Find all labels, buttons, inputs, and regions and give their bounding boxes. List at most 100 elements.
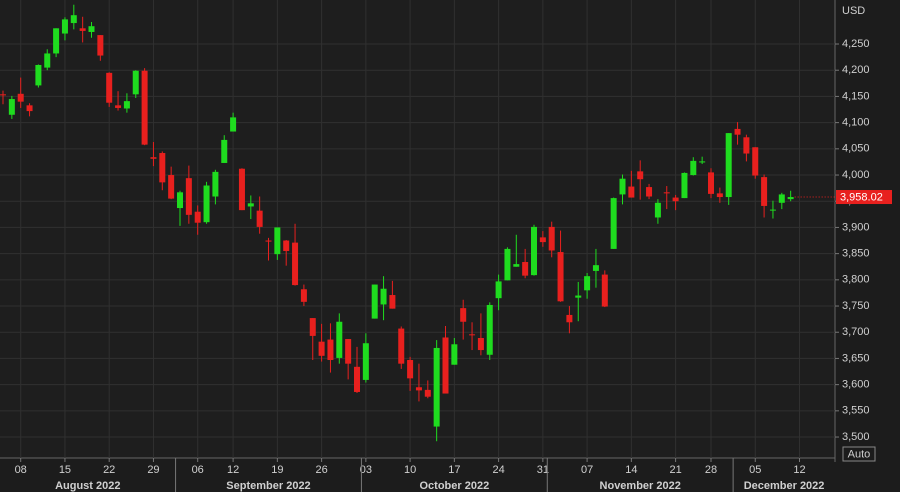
candle-body xyxy=(513,264,520,267)
y-tick-label: 4,050 xyxy=(842,143,870,155)
candle-body xyxy=(230,117,237,132)
candle-body xyxy=(460,308,467,322)
x-tick-label: 03 xyxy=(360,464,372,476)
candle-body xyxy=(362,343,369,380)
last-price-box xyxy=(836,190,892,205)
candle-body xyxy=(637,171,644,180)
month-label: December 2022 xyxy=(744,480,825,492)
candle-body xyxy=(61,19,68,34)
candle-body xyxy=(221,139,228,163)
candle-body xyxy=(433,347,440,427)
candle-body xyxy=(26,105,33,112)
candle-body xyxy=(371,284,378,319)
candle-body xyxy=(486,304,493,355)
candle-body xyxy=(345,339,352,364)
candle-body xyxy=(203,185,210,223)
candle-body xyxy=(8,99,15,115)
candle-body xyxy=(106,72,113,103)
candle-body xyxy=(699,161,706,163)
x-tick-label: 08 xyxy=(15,464,27,476)
candle-body xyxy=(415,387,422,391)
month-label: October 2022 xyxy=(419,480,489,492)
candle-body xyxy=(88,26,95,32)
candle-body xyxy=(265,240,272,242)
candle-body xyxy=(752,147,759,176)
candle-body xyxy=(646,187,653,197)
candle-body xyxy=(504,248,511,281)
y-tick-label: 4,000 xyxy=(842,169,870,181)
auto-button-label[interactable]: Auto xyxy=(848,448,871,460)
y-axis-title: USD xyxy=(842,5,865,17)
y-tick-label: 4,200 xyxy=(842,64,870,76)
candle-body xyxy=(761,177,768,206)
month-label: August 2022 xyxy=(55,480,120,492)
candle-body xyxy=(557,252,564,302)
candle-body xyxy=(185,178,192,215)
x-tick-label: 12 xyxy=(227,464,239,476)
candle-body xyxy=(159,153,166,183)
x-tick-label: 10 xyxy=(404,464,416,476)
y-tick-label: 3,600 xyxy=(842,379,870,391)
y-tick-label: 4,100 xyxy=(842,117,870,129)
candle-body xyxy=(247,203,254,207)
x-tick-label: 29 xyxy=(147,464,159,476)
candle-body xyxy=(566,314,573,323)
candle-body xyxy=(592,265,599,271)
x-tick-label: 22 xyxy=(103,464,115,476)
candle-body xyxy=(132,70,139,95)
candle-body xyxy=(575,295,582,298)
plot-area xyxy=(0,0,835,458)
x-tick-label: 06 xyxy=(192,464,204,476)
candle-body xyxy=(168,175,175,199)
y-tick-label: 3,900 xyxy=(842,221,870,233)
candle-body xyxy=(495,281,502,299)
y-tick-label: 4,150 xyxy=(842,90,870,102)
candles xyxy=(0,4,794,442)
candle-body xyxy=(407,360,414,379)
candle-body xyxy=(354,366,360,392)
candle-body xyxy=(663,192,670,194)
x-tick-label: 21 xyxy=(669,464,681,476)
x-tick-label: 28 xyxy=(705,464,717,476)
month-label: November 2022 xyxy=(600,480,681,492)
candle-body xyxy=(778,194,785,203)
candle-body xyxy=(769,209,776,211)
candle-body xyxy=(584,276,591,291)
candle-body xyxy=(610,198,617,249)
y-tick-label: 3,850 xyxy=(842,248,870,260)
candle-body xyxy=(743,137,750,154)
candle-body xyxy=(327,339,334,361)
x-tick-label: 12 xyxy=(793,464,805,476)
auto-button-box[interactable] xyxy=(842,446,876,462)
candle-body xyxy=(477,337,484,351)
x-tick-label: 15 xyxy=(59,464,71,476)
candle-body xyxy=(469,334,476,336)
candle-body xyxy=(274,227,281,255)
y-tick-label: 3,800 xyxy=(842,274,870,286)
auto-button[interactable]: Auto xyxy=(842,446,876,462)
candle-body xyxy=(35,64,42,86)
candle-body xyxy=(628,186,635,198)
x-tick-label: 17 xyxy=(448,464,460,476)
grid xyxy=(0,0,835,458)
x-tick-label: 26 xyxy=(315,464,327,476)
candle-body xyxy=(17,93,24,102)
y-tick-label: 3,550 xyxy=(842,405,870,417)
month-label: September 2022 xyxy=(226,480,310,492)
candle-body xyxy=(44,53,51,68)
candle-body xyxy=(716,193,723,198)
x-tick-label: 24 xyxy=(492,464,504,476)
candle-body xyxy=(141,70,148,145)
candle-body xyxy=(0,94,6,96)
candle-body xyxy=(53,28,60,54)
candle-body xyxy=(300,289,307,302)
y-tick-label: 4,250 xyxy=(842,38,870,50)
candle-body xyxy=(734,128,741,135)
candle-body xyxy=(79,28,86,31)
candle-body xyxy=(177,192,183,209)
candle-body xyxy=(522,262,529,276)
candle-body xyxy=(539,237,546,243)
x-tick-label: 14 xyxy=(625,464,637,476)
candle-body xyxy=(97,35,104,56)
candle-body xyxy=(238,168,245,211)
